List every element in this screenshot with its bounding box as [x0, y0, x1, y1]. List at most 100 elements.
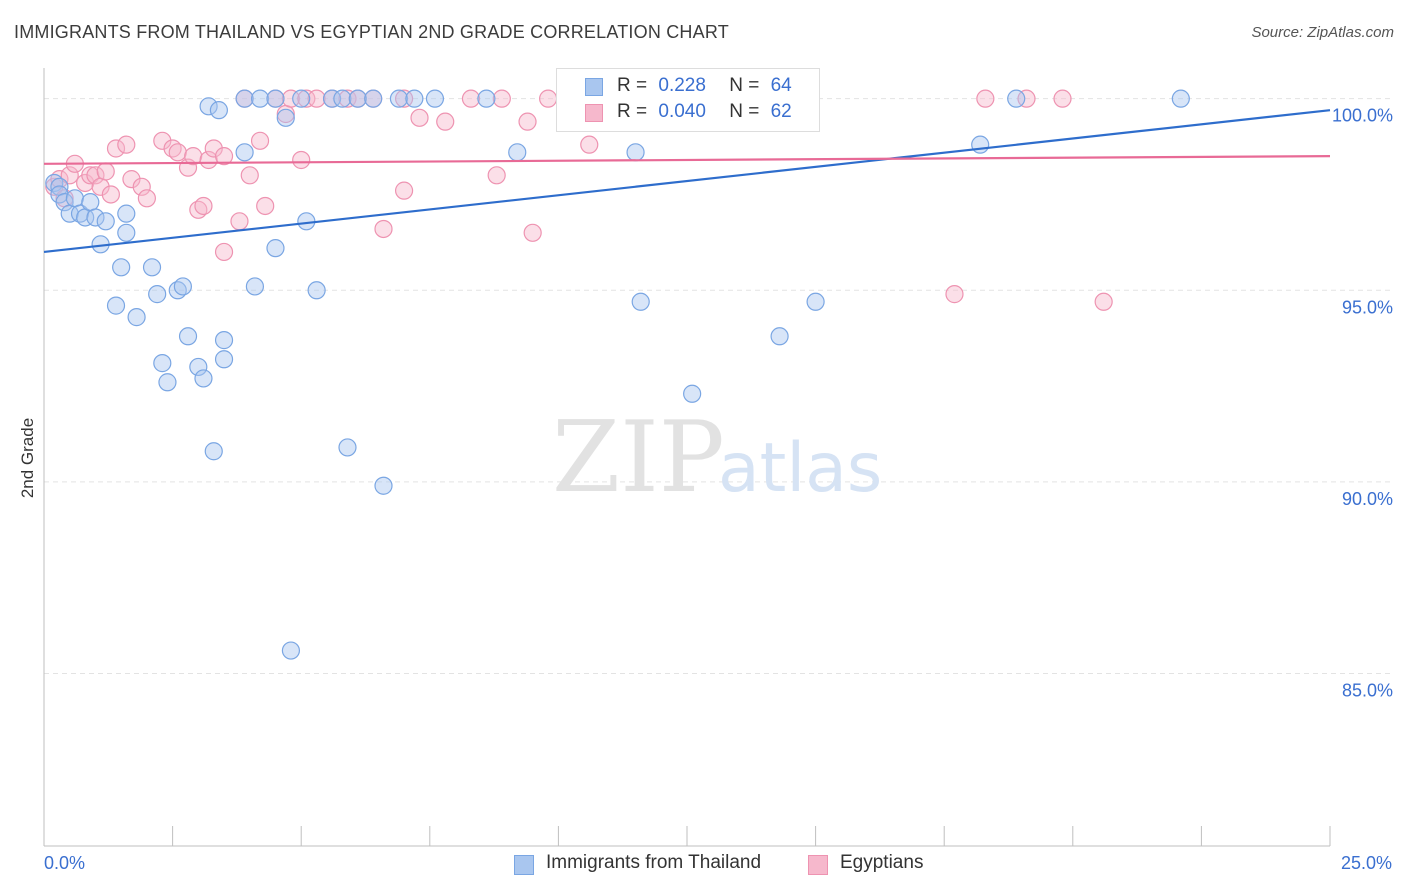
x-tick-label: 25.0%	[1341, 853, 1392, 873]
thailand-point	[292, 89, 311, 108]
thailand-point	[374, 476, 393, 495]
thailand-point	[173, 277, 192, 296]
thailand-point	[81, 193, 100, 212]
egypt-point	[539, 89, 558, 108]
egypt-point	[86, 166, 105, 185]
egypt-point	[297, 89, 316, 108]
thailand-point	[65, 189, 84, 208]
legend-r-value: 0.228	[658, 75, 706, 96]
thailand-point	[266, 89, 285, 108]
legend-swatch-egyptians	[808, 855, 828, 875]
thailand-point	[806, 292, 825, 311]
thailand-point	[338, 438, 357, 457]
legend-label-thailand: Immigrants from Thailand	[546, 852, 762, 873]
chart-title: IMMIGRANTS FROM THAILAND VS EGYPTIAN 2ND…	[14, 22, 729, 42]
egypt-point	[1094, 292, 1113, 311]
legend-n-value: 64	[770, 75, 792, 96]
x-tick-label: 0.0%	[44, 853, 85, 873]
thailand-point	[307, 281, 326, 300]
egypt-point	[214, 147, 234, 166]
egypt-trend-line	[43, 155, 1331, 165]
trend-lines	[43, 109, 1331, 254]
thailand-point	[348, 89, 367, 108]
gridlines	[44, 98, 1392, 675]
egypt-point	[976, 89, 995, 108]
egypt-point	[1053, 89, 1072, 108]
y-tick-label: 90.0%	[1342, 489, 1393, 509]
egypt-point	[461, 89, 481, 108]
egypt-point	[487, 166, 506, 185]
egypt-point	[374, 219, 393, 239]
thailand-point	[117, 223, 136, 242]
egypt-point	[394, 89, 414, 108]
thailand-point	[96, 212, 115, 231]
egypt-point	[122, 170, 141, 189]
egypt-point	[204, 139, 223, 158]
y-tick-label: 100.0%	[1332, 106, 1393, 126]
thailand-point	[477, 89, 496, 108]
egypt-point	[523, 223, 542, 242]
thailand-point	[86, 208, 105, 227]
egypt-point	[106, 139, 126, 158]
thailand-point	[770, 327, 789, 346]
y-tick-label: 85.0%	[1342, 681, 1393, 701]
egypt-point	[214, 242, 234, 262]
thailand-point	[153, 354, 172, 373]
thailand-point	[142, 258, 162, 277]
egypt-point	[153, 131, 172, 150]
thailand-point	[266, 239, 285, 258]
legend-label-egyptians: Egyptians	[840, 852, 924, 873]
thailand-trend-line	[43, 109, 1331, 254]
thailand-point	[333, 89, 352, 108]
thailand-point	[631, 292, 650, 311]
egypt-point	[410, 108, 429, 127]
thailand-point	[209, 101, 228, 120]
egypt-point	[60, 166, 79, 185]
thailand-point	[250, 89, 270, 108]
thailand-point	[971, 135, 990, 154]
egypt-point	[168, 143, 187, 162]
y-tick-label: 95.0%	[1342, 297, 1393, 317]
thailand-point	[405, 89, 424, 108]
egypt-point	[240, 166, 259, 185]
thailand-point	[1171, 89, 1190, 108]
legend-swatch-thailand	[514, 855, 534, 875]
x-tick-labels: 0.0% 25.0%	[44, 853, 1392, 873]
thailand-point	[425, 89, 445, 108]
egypt-point	[945, 285, 964, 304]
thailand-point	[281, 641, 301, 660]
egypt-point	[518, 112, 537, 131]
stats-legend: R = 0.228 N = 64 R = 0.040 N = 62	[556, 68, 820, 132]
y-tick-labels: 85.0% 90.0% 95.0% 100.0%	[1332, 106, 1393, 701]
thailand-point	[214, 350, 234, 369]
egypt-point	[281, 89, 301, 108]
egypt-point	[338, 89, 357, 108]
thailand-point	[204, 442, 223, 461]
egypt-point	[250, 131, 270, 150]
egypt-point	[256, 196, 275, 216]
egypt-point	[101, 185, 120, 204]
thailand-point	[276, 108, 295, 127]
egypt-point	[194, 196, 213, 216]
source-label: Source: ZipAtlas.com	[1251, 24, 1394, 41]
egypt-point	[394, 181, 414, 200]
thailand-point	[214, 331, 234, 350]
thailand-point	[508, 143, 527, 162]
thailand-point	[199, 97, 218, 116]
thailand-point	[626, 143, 645, 162]
thailand-point	[158, 373, 177, 392]
legend-n-label: N =	[729, 101, 760, 122]
thailand-point	[194, 369, 213, 388]
thailand-point	[245, 277, 265, 296]
legend-r-label: R =	[617, 75, 648, 96]
watermark-atlas: atlas	[718, 429, 882, 508]
egypt-point	[132, 177, 151, 196]
thailand-point	[235, 143, 254, 162]
thailand-point	[683, 384, 702, 403]
egypt-point	[492, 89, 511, 108]
egypt-point	[292, 150, 311, 170]
legend-swatch-egyptians	[585, 104, 603, 122]
legend-r-value: 0.040	[658, 101, 706, 122]
thailand-point	[178, 327, 198, 346]
